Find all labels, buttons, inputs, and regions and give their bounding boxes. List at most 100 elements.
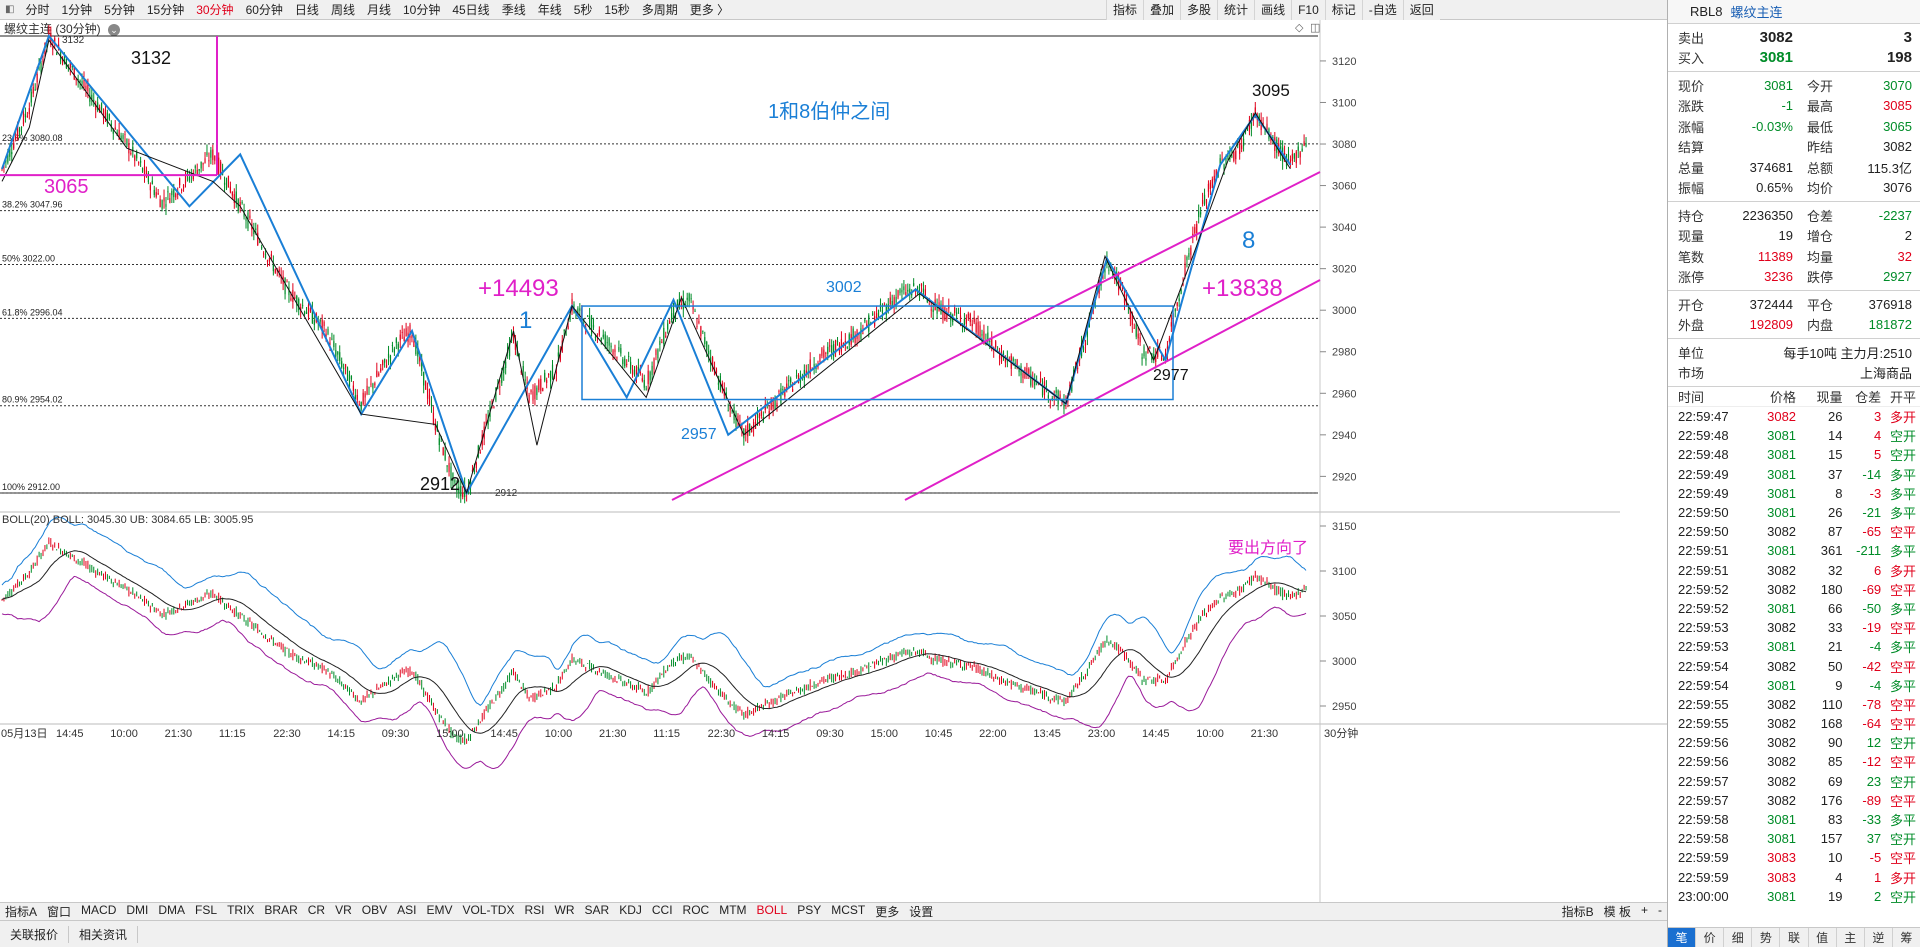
period-tab[interactable]: 更多 〉 — [689, 2, 730, 17]
period-tab[interactable]: 1分钟 — [61, 2, 93, 17]
tool-button[interactable]: 指标 — [1106, 0, 1143, 20]
quote-value: 2927 — [1883, 269, 1912, 285]
tool-button[interactable]: 多股 — [1180, 0, 1217, 20]
chart-title: 螺纹主连 (30分钟) ⌄ — [0, 20, 1620, 38]
indicator-tab[interactable]: DMA — [158, 903, 186, 917]
quote-name[interactable]: 螺纹主连 — [1730, 5, 1783, 20]
tick-time: 22:59:49 — [1678, 485, 1729, 501]
indicator-tab[interactable]: CR — [307, 903, 326, 917]
tool-button[interactable]: 标记 — [1324, 0, 1362, 20]
quote-tab[interactable]: 值 — [1809, 927, 1837, 947]
quote-tab[interactable]: 逆 — [1865, 927, 1893, 947]
indicator-tab[interactable]: VOL-TDX — [462, 903, 515, 917]
indicator-tab[interactable]: ASI — [397, 903, 417, 917]
indicator-tab[interactable]: PSY — [797, 903, 822, 917]
period-tab[interactable]: 10分钟 — [402, 2, 441, 17]
tick-type: 多平 — [1889, 506, 1916, 522]
period-tab[interactable]: 30分钟 — [196, 2, 234, 17]
tool-button[interactable]: -自选 — [1361, 0, 1403, 20]
candle-body — [614, 349, 616, 353]
indicator-tab[interactable]: KDJ — [619, 903, 642, 917]
candle-body — [15, 136, 17, 140]
candle-body — [503, 366, 505, 374]
period-tab[interactable]: 年线 — [537, 2, 562, 17]
quote-tab[interactable]: 联 — [1780, 927, 1809, 947]
tick-volume: 50 — [1828, 658, 1843, 674]
candle-body — [1059, 394, 1061, 399]
chart-window-icon[interactable]: ◫ — [1310, 22, 1321, 34]
back-icon[interactable]: ◧ — [5, 3, 15, 15]
indicator-tab[interactable]: 设置 — [909, 905, 934, 919]
chart-control-icon[interactable]: ◇ — [1295, 22, 1304, 34]
period-tab[interactable]: 5分钟 — [104, 2, 135, 17]
candle-body — [151, 180, 153, 185]
indicator-right-button[interactable]: + — [1640, 903, 1648, 917]
tool-button[interactable]: 统计 — [1217, 0, 1254, 20]
indicator-tab[interactable]: OBV — [361, 903, 388, 917]
indicator-tab[interactable]: TRIX — [227, 903, 255, 917]
indicator-tab[interactable]: VR — [335, 903, 352, 917]
indicator-tab[interactable]: 指标A — [5, 905, 38, 919]
candle-body — [110, 123, 112, 128]
indicator-tab[interactable]: 窗口 — [47, 905, 72, 919]
period-tab[interactable]: 15分钟 — [146, 2, 185, 17]
indicator-tab[interactable]: BOLL — [756, 903, 788, 917]
indicator-tab[interactable]: 更多 — [875, 905, 900, 919]
tool-button[interactable]: 画线 — [1254, 0, 1291, 20]
candle-body — [546, 380, 548, 383]
fib-label: 23.6% 3080.08 — [2, 133, 63, 143]
tool-button[interactable]: 叠加 — [1143, 0, 1180, 20]
candle-body — [1016, 359, 1018, 367]
tick-list[interactable]: 22:59:47 3082 26 3 多开 22:59:48 3081 14 4 空开 22:59:… — [1668, 407, 1920, 906]
period-tab[interactable]: 月线 — [366, 2, 391, 17]
quote-tab[interactable]: 笔 — [1668, 927, 1697, 947]
candle-body — [120, 135, 122, 140]
candle-body — [56, 52, 58, 55]
indicator-tab[interactable]: FSL — [195, 903, 218, 917]
quote-tab[interactable]: 主 — [1837, 927, 1865, 947]
candle-body — [1170, 322, 1172, 327]
indicator-tab[interactable]: SAR — [584, 903, 610, 917]
indicator-tab[interactable]: BRAR — [264, 903, 298, 917]
indicator-tab[interactable]: CCI — [651, 903, 673, 917]
indicator-tab[interactable]: MCST — [831, 903, 866, 917]
period-tab[interactable]: 周线 — [330, 2, 355, 17]
period-tab[interactable]: 季线 — [501, 2, 526, 17]
candle-body — [67, 64, 69, 66]
indicator-right-button[interactable]: - — [1658, 903, 1662, 917]
quote-tab[interactable]: 筹 — [1893, 927, 1920, 947]
quote-tab[interactable]: 细 — [1724, 927, 1753, 947]
fib-label: 80.9% 2954.02 — [2, 395, 63, 405]
settings-icon[interactable]: ⌄ — [108, 24, 121, 36]
candle-body — [612, 350, 614, 355]
indicator-tab[interactable]: EMV — [426, 903, 453, 917]
indicator-tab[interactable]: RSI — [524, 903, 545, 917]
candle-body — [540, 378, 542, 391]
quote-value: 3082 — [1883, 139, 1912, 155]
quote-tab[interactable]: 势 — [1752, 927, 1781, 947]
indicator-tab[interactable]: ROC — [682, 903, 710, 917]
indicator-tab[interactable]: MTM — [719, 903, 747, 917]
quote-tab[interactable]: 价 — [1696, 927, 1725, 947]
period-tab[interactable]: 45日线 — [452, 2, 490, 17]
kline-chart[interactable]: 3120 3100 3080 3060 3040 3020 3000 2980 2960 2940… — [0, 20, 1667, 902]
candle-body — [352, 385, 354, 392]
candle-body — [376, 370, 378, 378]
indicator-tab[interactable]: MACD — [81, 903, 117, 917]
period-tab[interactable]: 15秒 — [604, 2, 630, 17]
indicator-right-button[interactable]: 指标B — [1561, 905, 1594, 919]
period-tab[interactable]: 日线 — [294, 2, 319, 17]
period-tab[interactable]: 多周期 — [641, 2, 678, 17]
period-tab[interactable]: 5秒 — [573, 2, 593, 17]
candle-body — [700, 326, 702, 337]
period-tab[interactable]: 60分钟 — [245, 2, 283, 17]
indicator-tab[interactable]: WR — [554, 903, 575, 917]
indicator-tab[interactable]: DMI — [126, 903, 149, 917]
tool-button[interactable]: 返回 — [1402, 0, 1440, 20]
candle-body — [911, 292, 913, 296]
period-tab[interactable]: 分时 — [25, 2, 50, 17]
bottom-link[interactable]: 关联报价 — [0, 925, 70, 943]
bottom-link[interactable]: 相关资讯 — [69, 925, 139, 943]
tool-button[interactable]: F10 — [1291, 0, 1325, 20]
indicator-right-button[interactable]: 模 板 — [1603, 905, 1631, 919]
